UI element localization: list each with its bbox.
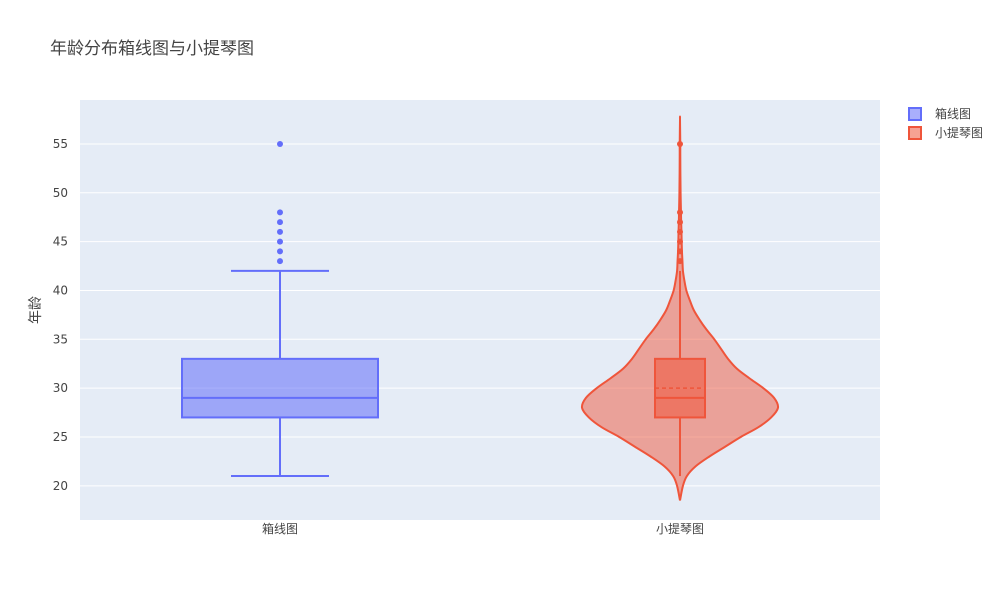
box-outlier-point: [277, 140, 283, 147]
x-tick-label: 箱线图: [262, 521, 298, 536]
plot-background: [80, 100, 880, 520]
legend-swatch: [908, 107, 922, 121]
box-outlier-point: [277, 209, 283, 216]
violin-outlier-point: [677, 219, 683, 226]
y-tick-label: 40: [53, 283, 68, 297]
y-tick-label: 35: [53, 332, 68, 346]
legend-swatch: [908, 126, 922, 140]
x-tick-labels: 箱线图 小提琴图: [262, 521, 704, 536]
box-outlier-point: [277, 219, 283, 226]
box-outlier-point: [277, 248, 283, 255]
y-tick-label: 50: [53, 186, 68, 200]
x-tick-label: 小提琴图: [656, 521, 704, 536]
box-trace: [181, 140, 379, 478]
y-tick-label: 55: [53, 137, 68, 151]
violin-outlier-point: [677, 258, 683, 265]
y-tick-label: 30: [53, 381, 68, 395]
y-tick-label: 20: [53, 479, 68, 493]
violin-trace: [580, 115, 780, 501]
box-outlier-point: [277, 238, 283, 245]
y-tick-labels: 20 25 30 35 40 45 50 55: [53, 137, 68, 493]
y-tick-label: 45: [53, 235, 68, 249]
violin-outlier-point: [677, 140, 683, 147]
chart-title: 年龄分布箱线图与小提琴图: [50, 39, 254, 59]
legend-label: 箱线图: [935, 106, 971, 121]
box-body: [181, 357, 379, 419]
box-outlier-point: [277, 228, 283, 235]
violin-outlier-point: [677, 238, 683, 245]
violin-outlier-point: [677, 228, 683, 235]
y-axis-title: 年龄: [28, 296, 44, 324]
violin-outlier-point: [677, 209, 683, 216]
y-tick-label: 25: [53, 430, 68, 444]
violin-outlier-point: [677, 248, 683, 255]
box-outlier-point: [277, 258, 283, 265]
legend-label: 小提琴图: [935, 125, 983, 140]
